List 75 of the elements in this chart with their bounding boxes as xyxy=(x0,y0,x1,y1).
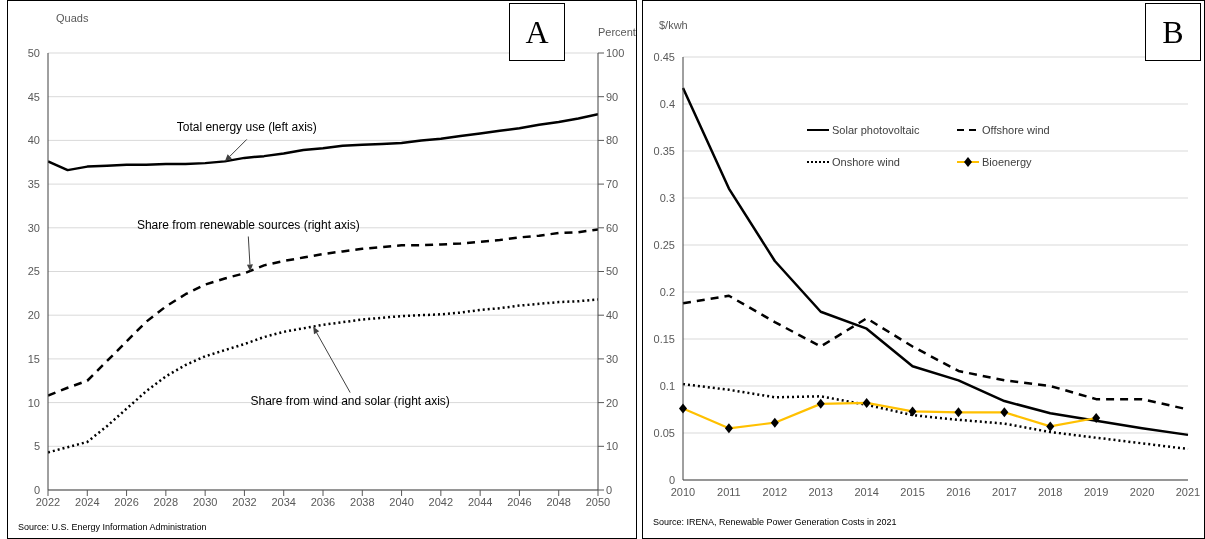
line-series xyxy=(48,112,598,172)
y2-tick-label: 70 xyxy=(606,178,619,191)
x-tick-label: 2010 xyxy=(670,485,696,498)
y-tick-label: 0.1 xyxy=(659,379,675,392)
y2-tick-label: 80 xyxy=(606,134,619,147)
annotation: Share from renewable sources (right axis) xyxy=(136,217,360,232)
x-tick-label: 2019 xyxy=(1083,485,1109,498)
x-tick-label: 2020 xyxy=(1129,485,1155,498)
y-tick-label: 0.25 xyxy=(653,238,675,251)
legend-label: Solar photovoltaic xyxy=(832,124,920,136)
x-tick-label: 2017 xyxy=(992,485,1017,498)
legend-label: Bioenergy xyxy=(982,156,1032,168)
line-series xyxy=(681,86,1190,437)
x-tick-label: 2036 xyxy=(310,495,336,508)
y-axis-title: Quads xyxy=(56,12,89,24)
source-note: Source: IRENA, Renewable Power Generation Costs in 2021 xyxy=(653,517,897,527)
x-tick-label: 2032 xyxy=(232,495,257,508)
legend-label: Onshore wind xyxy=(832,156,900,168)
x-tick-label: 2018 xyxy=(1038,485,1063,498)
y-tick-label: 0.45 xyxy=(653,50,675,63)
y-tick-label: 0 xyxy=(668,473,675,486)
y2-tick-label: 100 xyxy=(606,46,625,59)
y-tick-label: 0.4 xyxy=(659,97,675,110)
y2-tick-label: 20 xyxy=(606,396,619,409)
x-tick-label: 2040 xyxy=(389,495,414,508)
x-tick-label: 2021 xyxy=(1175,485,1201,498)
x-tick-label: 2016 xyxy=(946,485,971,498)
y-tick-label: 15 xyxy=(27,352,40,365)
y2-tick-label: 30 xyxy=(606,352,619,365)
x-tick-label: 2048 xyxy=(546,495,571,508)
y2-tick-label: 90 xyxy=(606,90,619,103)
y-tick-label: 0.3 xyxy=(659,191,675,204)
y2-tick-label: 40 xyxy=(606,309,619,322)
y-tick-label: 10 xyxy=(27,396,40,409)
x-tick-label: 2028 xyxy=(153,495,179,508)
y2-tick-label: 50 xyxy=(606,265,619,278)
y-tick-label: 45 xyxy=(27,90,40,103)
x-tick-label: 2050 xyxy=(585,495,611,508)
y2-tick-label: 60 xyxy=(606,221,619,234)
y-tick-label: 0.2 xyxy=(659,285,675,298)
y-tick-label: 0.05 xyxy=(653,426,675,439)
y-axis-title: $/kwh xyxy=(659,19,688,31)
x-tick-label: 2044 xyxy=(467,495,493,508)
chart-title: A xyxy=(509,3,565,61)
source-note: Source: U.S. Energy Information Administration xyxy=(18,522,207,532)
x-tick-label: 2046 xyxy=(507,495,532,508)
legend-label: Offshore wind xyxy=(982,124,1050,136)
y-tick-label: 0 xyxy=(33,483,40,496)
x-tick-label: 2038 xyxy=(350,495,375,508)
y-tick-label: 40 xyxy=(27,134,40,147)
x-tick-label: 2011 xyxy=(717,485,741,498)
x-tick-label: 2015 xyxy=(900,485,925,498)
y-tick-label: 35 xyxy=(27,178,40,191)
y2-tick-label: 0 xyxy=(606,483,613,496)
annotation: Share from wind and solar (right axis) xyxy=(250,393,450,408)
x-tick-label: 2012 xyxy=(762,485,788,498)
y-tick-label: 0.15 xyxy=(653,332,675,345)
x-tick-label: 2013 xyxy=(808,485,833,498)
y-tick-label: 20 xyxy=(27,309,40,322)
annotation: Total energy use (left axis) xyxy=(176,120,317,135)
chart-title: B xyxy=(1145,3,1201,61)
x-tick-label: 2026 xyxy=(114,495,139,508)
y-tick-label: 25 xyxy=(27,265,40,278)
x-tick-label: 2034 xyxy=(271,495,296,508)
y2-tick-label: 10 xyxy=(606,440,619,453)
x-tick-label: 2022 xyxy=(35,495,61,508)
x-tick-label: 2024 xyxy=(75,495,100,508)
y-tick-label: 0.35 xyxy=(653,144,675,157)
y2-axis-title: Percent xyxy=(598,26,636,38)
x-tick-label: 2042 xyxy=(428,495,454,508)
y-tick-label: 30 xyxy=(27,221,40,234)
y-tick-label: 5 xyxy=(33,440,40,453)
x-tick-label: 2014 xyxy=(854,485,879,498)
y-tick-label: 50 xyxy=(27,46,40,59)
x-tick-label: 2030 xyxy=(192,495,218,508)
